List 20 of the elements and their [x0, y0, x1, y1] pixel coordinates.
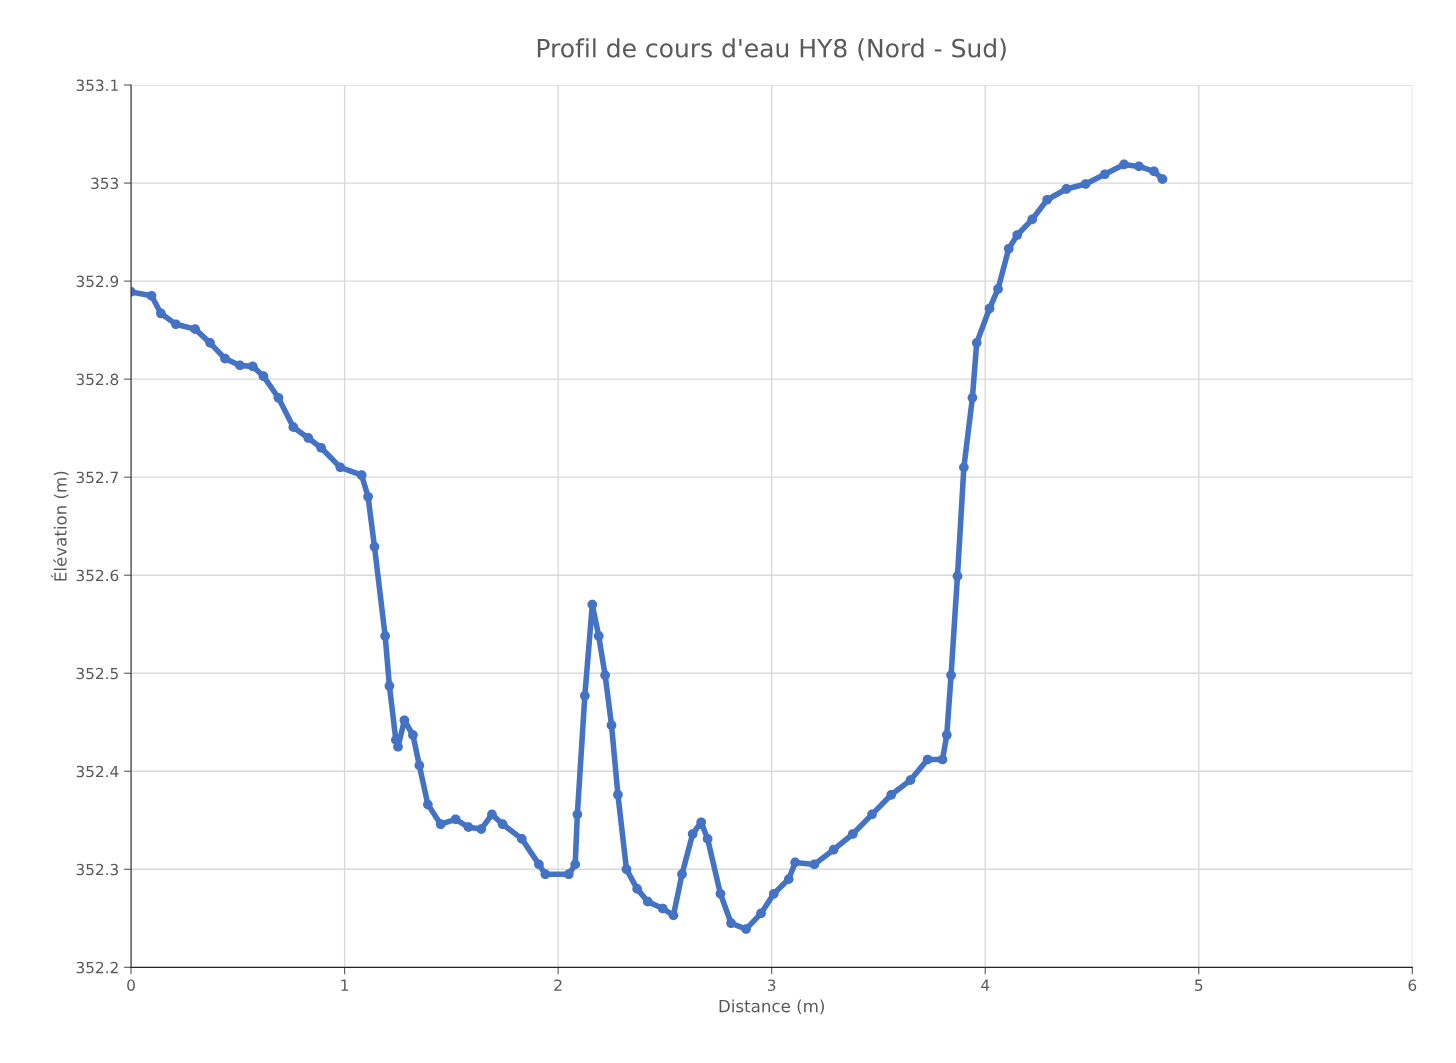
x-tick-label: 5 — [1195, 979, 1203, 991]
y-tick-label: 353.1 — [76, 79, 118, 92]
y-tick-label: 352.3 — [76, 863, 119, 876]
y-tick-label: 352.2 — [76, 961, 118, 974]
x-axis-title: Distance (m) — [719, 999, 824, 1015]
y-tick-label: 352.7 — [76, 471, 118, 484]
x-tick-label: 0 — [127, 979, 135, 991]
x-tick-label: 1 — [341, 979, 349, 991]
y-tick-label: 352.5 — [76, 667, 118, 680]
y-tick-label: 352.9 — [76, 275, 119, 288]
x-tick-label: 3 — [767, 979, 776, 991]
y-tick-label: 352.4 — [76, 765, 119, 778]
x-tick-label: 4 — [981, 979, 990, 991]
x-tick-label: 2 — [554, 979, 562, 991]
x-tick-label: 6 — [1408, 979, 1417, 991]
y-tick-label: 352.6 — [76, 569, 119, 582]
y-axis-title: Élévation (m) — [51, 471, 69, 581]
y-tick-label: 353 — [91, 177, 119, 190]
y-tick-label: 352.8 — [76, 373, 119, 386]
chart-title: Profil de cours d'eau HY8 (Nord - Sud) — [537, 38, 1006, 61]
